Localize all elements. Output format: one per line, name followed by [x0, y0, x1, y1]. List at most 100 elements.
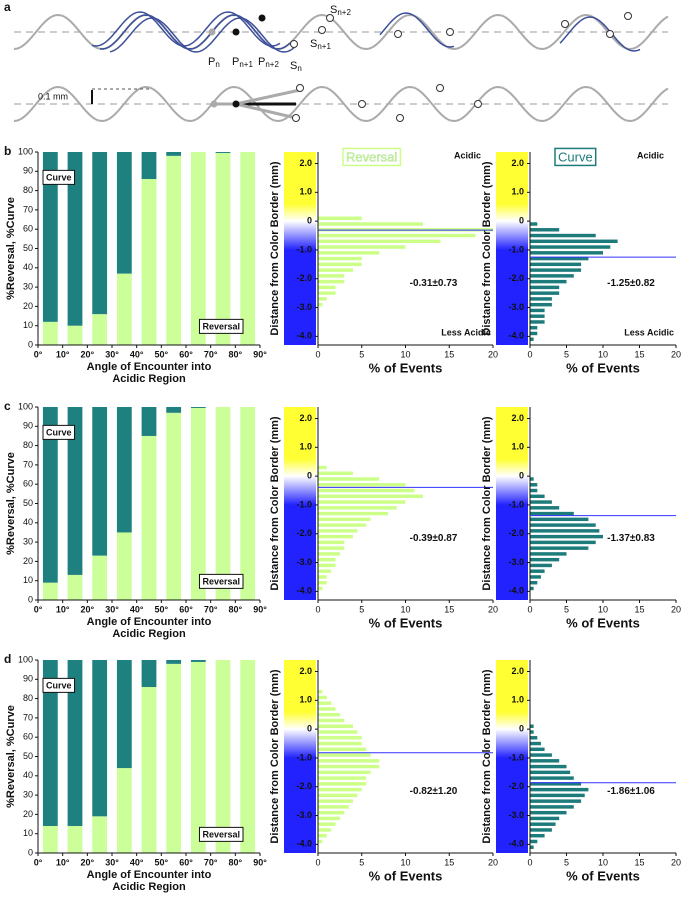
bar-segment	[215, 152, 231, 345]
y-tick-label: 1.0	[299, 695, 312, 705]
x-tick-label: 0	[527, 857, 532, 867]
bar-segment	[92, 555, 108, 600]
x-tick-label: 5	[564, 857, 569, 867]
color-strip	[284, 407, 316, 600]
y-tick-label: 50	[23, 498, 33, 508]
legend-item: Curve	[42, 677, 76, 693]
hist-bar	[318, 285, 336, 290]
hist-bar	[318, 540, 345, 545]
x-tick-label: 0	[315, 604, 320, 614]
point	[296, 84, 304, 92]
hist-bar	[318, 776, 367, 780]
bar-segment	[67, 574, 83, 600]
y-tick-label: -2.0	[296, 273, 312, 283]
bar-segment	[92, 407, 108, 556]
bar-segment	[215, 407, 231, 600]
x-tick-label: 20°	[81, 604, 95, 614]
diagram-label: Pn	[208, 56, 220, 69]
hist-bar	[318, 268, 353, 272]
hist-bar	[318, 822, 336, 826]
label-base: S	[330, 4, 337, 16]
x-tick-label: 0	[527, 604, 532, 614]
panel-label: b	[4, 144, 11, 158]
hist-bar	[530, 552, 567, 556]
y-tick-label: 0	[28, 339, 33, 349]
bar-segment	[215, 152, 231, 153]
x-tick-label: 0	[315, 349, 320, 359]
x-axis-label: % of Events	[369, 360, 443, 375]
hist-bar	[318, 575, 327, 579]
hist-bar	[318, 713, 340, 717]
x-tick-label: 90°	[253, 349, 267, 359]
y-tick-label: 2.0	[511, 666, 524, 676]
bar-segment	[67, 660, 83, 826]
hist-bar	[530, 274, 574, 278]
x-tick-label: 20	[671, 857, 681, 867]
legend-box	[42, 424, 76, 440]
legend-box	[198, 318, 244, 334]
body-trace	[91, 11, 281, 47]
y-tick-label: -4.0	[296, 331, 312, 341]
x-tick-label: 20	[671, 349, 681, 359]
bar-segment	[67, 325, 83, 345]
x-tick-label: 5	[359, 857, 364, 867]
hist-bar	[318, 701, 332, 705]
y-tick-label: 30	[23, 536, 33, 546]
annotation: Acidic	[454, 150, 481, 160]
point	[606, 30, 614, 38]
diagram-label: Sn	[290, 60, 302, 73]
y-tick-label: 20	[23, 809, 33, 819]
stat-label: -1.37±0.83	[607, 533, 655, 544]
hist-bar	[318, 511, 388, 516]
hist-bar	[530, 233, 596, 238]
x-tick-label: 20	[671, 604, 681, 614]
hist-bar	[530, 488, 538, 493]
hist-bar	[318, 764, 380, 769]
x-tick-label: 10	[598, 604, 608, 614]
hist-bar	[318, 239, 441, 244]
y-tick-label: 1.0	[511, 442, 524, 452]
x-tick-label: 0°	[34, 604, 43, 614]
bar-segment	[67, 407, 83, 575]
hist-bar	[530, 736, 538, 740]
hist-bar	[530, 730, 534, 734]
bar-segment	[42, 152, 58, 322]
bar-segment	[166, 407, 182, 413]
bar-segment	[141, 687, 157, 853]
label-base: P	[258, 56, 265, 68]
hist-bar	[530, 279, 567, 284]
label-base: P	[232, 56, 239, 68]
label-base: S	[290, 60, 297, 72]
label-sub: n+2	[265, 60, 279, 69]
panel-label: d	[4, 652, 11, 666]
legend-item: Curve	[554, 147, 597, 167]
annotation: Acidic	[637, 150, 664, 160]
y-tick-label: -4.0	[508, 331, 524, 341]
hist-bar	[530, 523, 596, 527]
x-tick-label: 5	[564, 349, 569, 359]
hist-bar	[530, 759, 560, 763]
color-strip	[496, 660, 528, 853]
y-axis-label: %Reversal, %Curve	[5, 197, 17, 300]
point	[446, 28, 454, 36]
legend-label: Reversal	[202, 321, 240, 331]
x-tick-label: 5	[359, 349, 364, 359]
x-axis-label: % of Events	[566, 360, 640, 375]
y-tick-label: 70	[23, 712, 33, 722]
bar-segment	[42, 321, 58, 345]
hist-bar	[530, 741, 541, 746]
hist-bar	[318, 256, 362, 261]
point	[436, 84, 444, 92]
stat-label: -0.31±0.73	[410, 278, 458, 289]
x-tick-label: 20°	[81, 349, 95, 359]
label-sub: n+2	[337, 8, 351, 17]
x-tick-label: 30°	[105, 604, 119, 614]
legend-label: Curve	[46, 427, 72, 437]
x-tick-label: 10	[400, 604, 410, 614]
x-tick-label: 40°	[130, 604, 144, 614]
hist-bar	[530, 302, 552, 307]
y-tick-label: -4.0	[508, 586, 524, 596]
diagram-label: Pn+1	[232, 56, 253, 69]
hist-bar	[530, 776, 574, 780]
